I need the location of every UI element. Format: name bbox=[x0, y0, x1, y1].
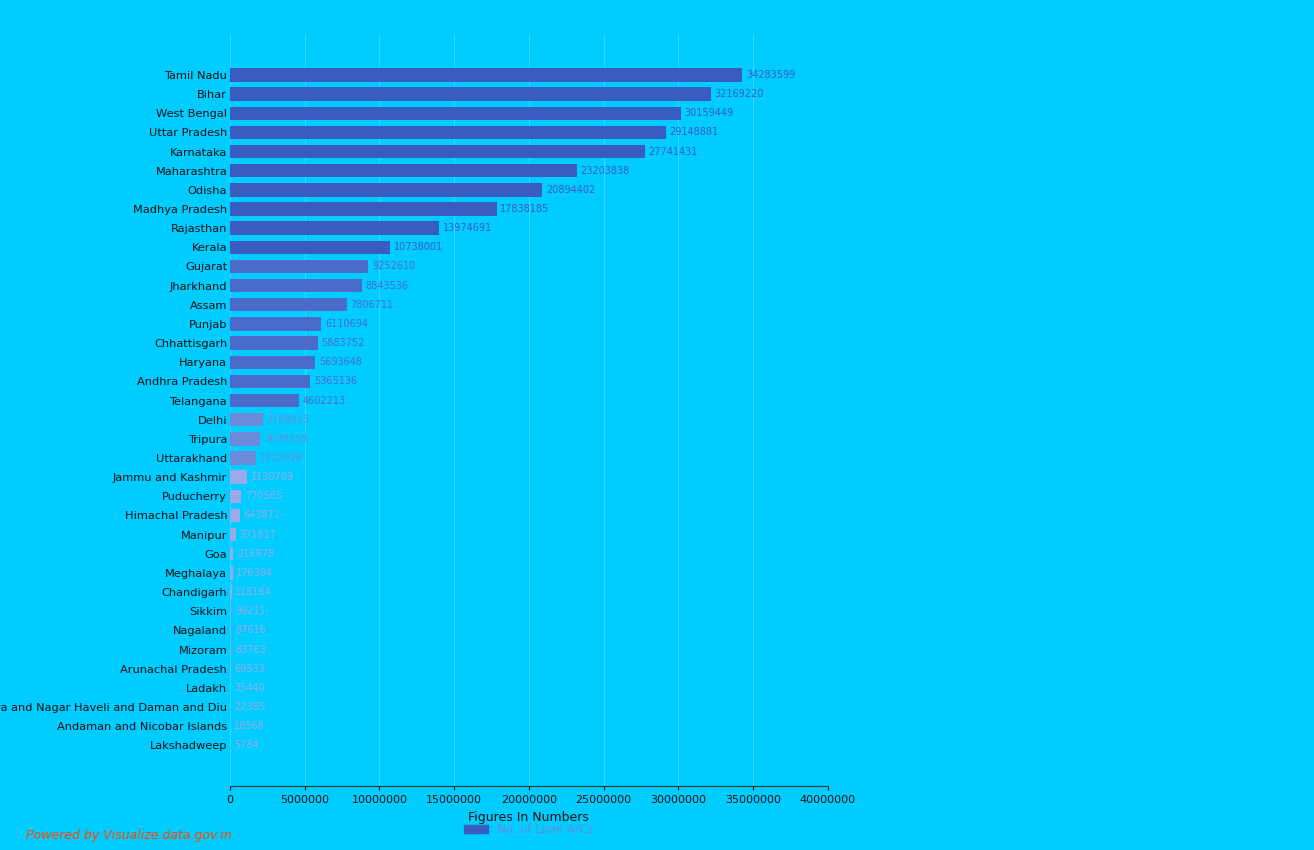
Bar bbox=[230, 164, 577, 178]
Text: 17838185: 17838185 bbox=[501, 204, 549, 214]
Text: 5784: 5784 bbox=[234, 740, 259, 751]
Text: 2039150: 2039150 bbox=[264, 434, 307, 444]
Text: 6110694: 6110694 bbox=[325, 319, 368, 329]
Bar bbox=[230, 528, 235, 541]
Bar bbox=[230, 279, 363, 292]
Bar bbox=[230, 375, 310, 388]
Bar bbox=[230, 394, 298, 407]
Text: 5365136: 5365136 bbox=[314, 377, 357, 387]
Text: 7806711: 7806711 bbox=[351, 300, 393, 309]
Bar bbox=[230, 586, 231, 598]
Bar bbox=[230, 298, 347, 311]
Bar bbox=[230, 432, 260, 445]
Bar bbox=[230, 451, 256, 465]
Text: 2189835: 2189835 bbox=[267, 415, 310, 425]
Text: 13974691: 13974691 bbox=[443, 224, 491, 233]
Text: 35440: 35440 bbox=[234, 683, 265, 693]
Bar bbox=[230, 183, 543, 196]
Text: 643872: 643872 bbox=[243, 511, 280, 520]
Text: 87616: 87616 bbox=[235, 626, 265, 636]
Text: 23203838: 23203838 bbox=[581, 166, 629, 176]
Text: 118164: 118164 bbox=[235, 587, 272, 597]
Legend: No. of Loan A/Cs: No. of Loan A/Cs bbox=[460, 818, 598, 841]
Text: 371817: 371817 bbox=[239, 530, 276, 540]
Text: 18568: 18568 bbox=[234, 721, 264, 731]
Bar bbox=[230, 106, 681, 120]
Bar bbox=[230, 337, 318, 350]
Text: 83763: 83763 bbox=[235, 644, 265, 654]
Text: 10738001: 10738001 bbox=[394, 242, 443, 252]
Bar bbox=[230, 260, 368, 273]
Text: 216978: 216978 bbox=[237, 549, 273, 558]
Text: 22385: 22385 bbox=[234, 702, 265, 712]
Text: 29148881: 29148881 bbox=[669, 128, 719, 138]
Text: 1723928: 1723928 bbox=[259, 453, 302, 463]
Bar bbox=[230, 490, 242, 503]
Text: 1130709: 1130709 bbox=[251, 472, 293, 482]
Text: 20894402: 20894402 bbox=[547, 184, 595, 195]
Bar bbox=[230, 126, 666, 139]
Bar bbox=[230, 604, 231, 618]
Text: 69533: 69533 bbox=[235, 664, 265, 674]
Bar bbox=[230, 355, 315, 369]
X-axis label: Figures In Numbers: Figures In Numbers bbox=[469, 811, 589, 824]
Bar bbox=[230, 241, 390, 254]
Bar bbox=[230, 509, 239, 522]
Bar bbox=[230, 68, 742, 82]
Text: 30159449: 30159449 bbox=[685, 108, 733, 118]
Bar bbox=[230, 88, 711, 101]
Bar bbox=[230, 222, 439, 235]
Text: 5693648: 5693648 bbox=[319, 357, 361, 367]
Bar bbox=[230, 470, 247, 484]
Text: 770565: 770565 bbox=[246, 491, 283, 501]
Bar bbox=[230, 413, 263, 427]
Text: 9252610: 9252610 bbox=[372, 262, 415, 271]
Text: 5883752: 5883752 bbox=[322, 338, 365, 348]
Text: 4602213: 4602213 bbox=[302, 395, 346, 405]
Bar bbox=[230, 202, 497, 216]
Text: 27741431: 27741431 bbox=[648, 146, 698, 156]
Bar bbox=[230, 144, 645, 158]
Text: 34283599: 34283599 bbox=[746, 70, 795, 80]
Text: 8843536: 8843536 bbox=[365, 280, 409, 291]
Text: 99211: 99211 bbox=[235, 606, 265, 616]
Bar bbox=[230, 566, 233, 580]
Text: 176394: 176394 bbox=[237, 568, 273, 578]
Text: 32169220: 32169220 bbox=[715, 89, 763, 99]
Text: Powered by Visualize.data.gov.in: Powered by Visualize.data.gov.in bbox=[26, 829, 231, 842]
Bar bbox=[230, 547, 233, 560]
Bar bbox=[230, 317, 322, 331]
